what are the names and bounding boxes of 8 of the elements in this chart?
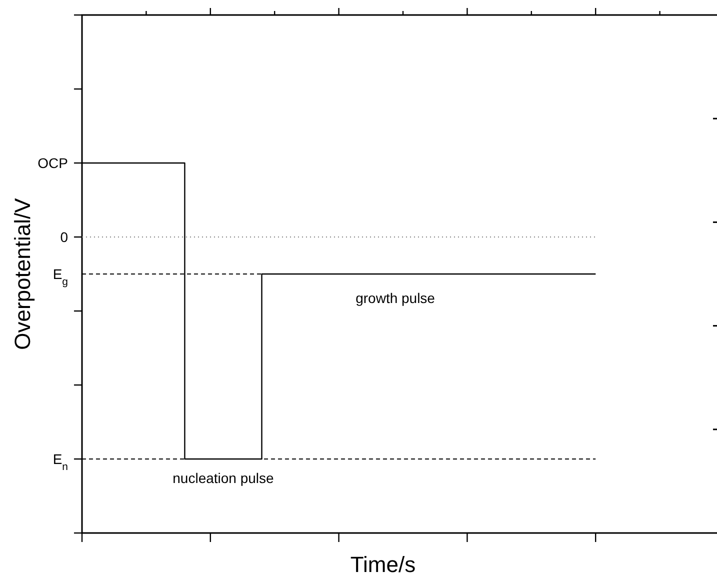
ref-line-label: E$_{n}$ [52,451,68,473]
annotation: nucleation pulse [172,470,274,486]
y-axis-title: Overpotential/V [10,198,35,350]
ref-line-label: E$_{g}$ [52,266,68,288]
annotation: growth pulse [356,290,436,306]
text: 0 [60,229,68,245]
x-axis-title: Time/s [350,552,416,577]
text: OCP [38,155,68,171]
